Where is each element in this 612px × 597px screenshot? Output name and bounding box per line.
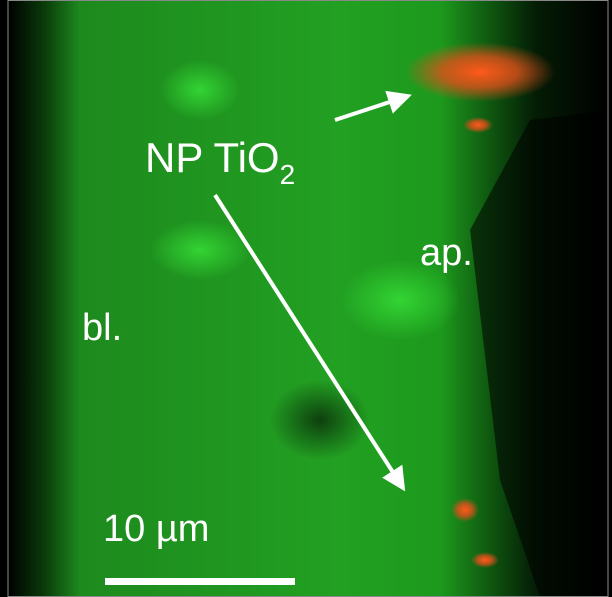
particle-signal (451, 498, 479, 522)
particle-signal (471, 552, 499, 568)
dark-spot (270, 380, 370, 460)
basolateral-label: bl. (82, 307, 122, 349)
particle-signal (405, 42, 555, 102)
page: NP TiO2 ap. bl. 10 µm (() => { const dat… (0, 0, 612, 597)
scale-bar (105, 578, 295, 585)
label-text: NP TiO (145, 134, 280, 181)
scale-bar-label: 10 µm (103, 508, 209, 550)
micrograph: NP TiO2 ap. bl. 10 µm (0, 0, 612, 597)
bright-spot (160, 60, 240, 120)
particle-signal (463, 117, 493, 133)
apical-label: ap. (420, 232, 473, 274)
subscript: 2 (280, 159, 296, 190)
